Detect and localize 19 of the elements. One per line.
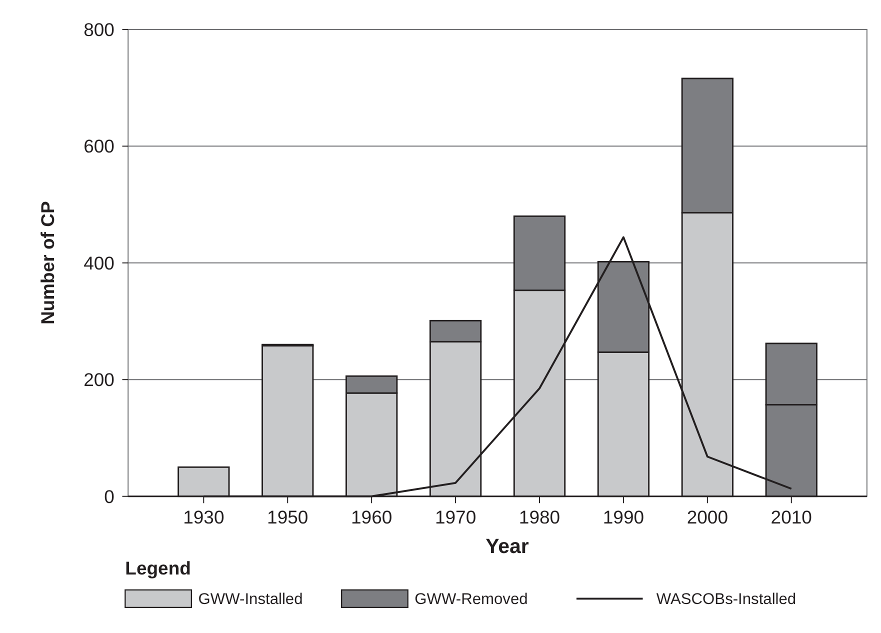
y-axis-title: Number of CP bbox=[37, 201, 58, 325]
y-tick-label: 400 bbox=[84, 252, 114, 274]
legend-title: Legend bbox=[125, 557, 191, 578]
x-tick-label: 1990 bbox=[602, 506, 644, 528]
x-tick-label: 2010 bbox=[770, 506, 812, 528]
x-tick-label: 1950 bbox=[267, 506, 308, 528]
y-tick-label: 600 bbox=[84, 136, 114, 157]
x-tick-label: 1960 bbox=[351, 506, 392, 528]
x-tick-label: 2000 bbox=[686, 506, 728, 528]
x-tick-label: 1970 bbox=[434, 506, 476, 528]
y-tick-label: 800 bbox=[84, 18, 114, 40]
y-tick-label: 0 bbox=[104, 486, 114, 507]
y-tick-label: 200 bbox=[84, 369, 114, 390]
x-axis-title: Year bbox=[486, 534, 529, 558]
x-tick-label: 1930 bbox=[183, 506, 224, 528]
x-tick-label: 1980 bbox=[518, 506, 560, 528]
legend-label: GWW-Installed bbox=[198, 591, 303, 608]
legend-label: GWW-Removed bbox=[414, 591, 528, 608]
legend-label: WASCOBs-Installed bbox=[656, 591, 796, 608]
